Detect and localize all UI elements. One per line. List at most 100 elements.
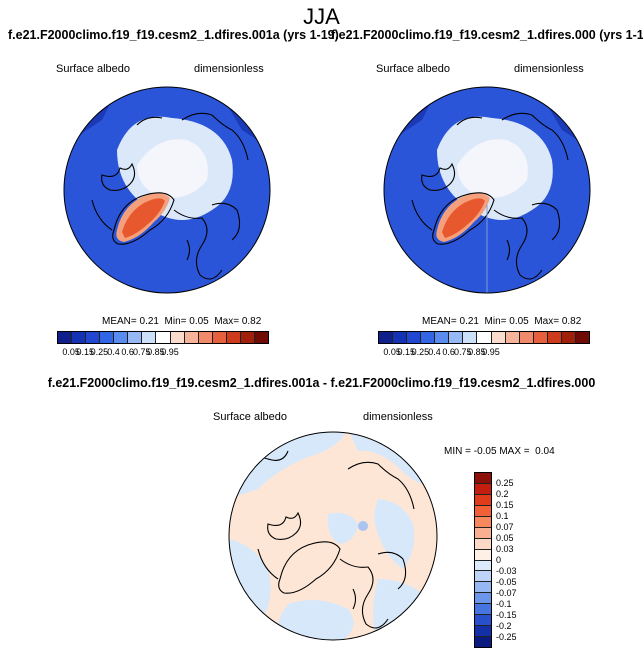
colorbar-diff-tick-label: -0.03	[496, 566, 517, 576]
colorbar-2-swatch	[519, 332, 534, 343]
panel-1-variable: Surface albedo	[56, 63, 130, 75]
colorbar-difference	[474, 472, 492, 648]
diff-variable: Surface albedo	[213, 411, 287, 423]
colorbar-diff-tick-label: -0.07	[496, 588, 517, 598]
colorbar-diff-swatch	[475, 516, 491, 528]
colorbar-diff-swatch	[475, 615, 491, 627]
greenland-ice	[442, 198, 485, 238]
colorbar-diff-swatch	[475, 582, 491, 594]
colorbar-2-swatch	[379, 332, 394, 343]
colorbar-diff-tick-label: 0.2	[496, 489, 509, 499]
colorbar-2-tick-label: 0.95	[482, 347, 500, 357]
colorbar-diff-tick-label: 0.25	[496, 478, 514, 488]
colorbar-diff-tick-label: 0.15	[496, 500, 514, 510]
colorbar-1-tick-label: 0.4	[107, 347, 120, 357]
colorbar-2-swatch	[561, 332, 576, 343]
colorbar-diff-tick-label: -0.2	[496, 621, 512, 631]
colorbar-2-swatch	[477, 332, 492, 343]
colorbar-1-tick-label: 0.6	[121, 347, 134, 357]
season-title: JJA	[303, 4, 340, 29]
colorbar-diff-swatch	[475, 483, 491, 495]
colorbar-diff-swatch	[475, 527, 491, 539]
colorbar-1-swatch	[86, 332, 101, 343]
colorbar-2-swatch	[393, 332, 408, 343]
colorbar-2-tick-label: 0.75	[454, 347, 472, 357]
sea-ice-core	[457, 139, 528, 199]
colorbar-1-tick-label: 0.05	[62, 347, 80, 357]
colorbar-diff-swatch	[475, 604, 491, 616]
colorbar-panel-1	[57, 331, 269, 344]
colorbar-2-tick-label: 0.25	[411, 347, 430, 357]
colorbar-diff-tick-label: 0.1	[496, 511, 509, 521]
colorbar-diff-swatch	[475, 494, 491, 506]
panel-1-stats: MEAN= 0.21 Min= 0.05 Max= 0.82	[102, 316, 262, 327]
colorbar-diff-swatch	[475, 549, 491, 561]
colorbar-diff-swatch	[475, 505, 491, 517]
map-difference	[228, 431, 438, 641]
colorbar-1-swatch	[240, 332, 255, 343]
colorbar-1-swatch	[100, 332, 115, 343]
colorbar-1-swatch	[128, 332, 143, 343]
colorbar-diff-tick-label: 0.05	[496, 533, 514, 543]
colorbar-2-tick-label: 0.15	[397, 347, 416, 357]
difference-title: f.e21.F2000climo.f19_f19.cesm2_1.dfires.…	[47, 376, 596, 390]
colorbar-1-tick-label: 0.75	[133, 347, 151, 357]
colorbar-2-tick-label: 0.6	[442, 347, 455, 357]
diff-stats: MIN = -0.05 MAX = 0.04	[444, 446, 555, 457]
colorbar-diff-tick-label: -0.25	[496, 632, 517, 642]
colorbar-diff-swatch	[475, 593, 491, 605]
colorbar-diff-swatch	[475, 571, 491, 583]
colorbar-diff-tick-label: -0.1	[496, 599, 512, 609]
colorbar-diff-tick-label: 0.03	[496, 544, 514, 554]
colorbar-2-swatch	[533, 332, 548, 343]
colorbar-1-swatch	[72, 332, 87, 343]
colorbar-diff-swatch	[475, 626, 491, 638]
colorbar-diff-swatch	[475, 637, 491, 647]
colorbar-1-swatch	[58, 332, 73, 343]
colorbar-diff-tick-label: -0.15	[496, 610, 517, 620]
colorbar-1-swatch	[142, 332, 157, 343]
colorbar-2-swatch	[435, 332, 450, 343]
colorbar-panel-2-labels: 0.05 0.15 0.25 0.4 0.6 0.75 0.85 0.95	[378, 347, 590, 359]
colorbar-diff-tick-label: -0.05	[496, 577, 517, 587]
colorbar-2-tick-label: 0.85	[468, 347, 486, 357]
colorbar-panel-1-labels: 0.05 0.15 0.25 0.4 0.6 0.75 0.85 0.95	[57, 347, 269, 359]
colorbar-1-swatch	[198, 332, 213, 343]
colorbar-1-swatch	[156, 332, 171, 343]
greenland-ice	[122, 198, 165, 238]
panel-2-units: dimensionless	[514, 63, 584, 75]
colorbar-diff-swatch	[475, 538, 491, 550]
colorbar-diff-swatch	[475, 560, 491, 572]
colorbar-1-swatch	[254, 332, 268, 343]
panel-2-variable: Surface albedo	[376, 63, 450, 75]
colorbar-2-tick-label: 0.4	[428, 347, 441, 357]
diff-units: dimensionless	[363, 411, 433, 423]
colorbar-2-swatch	[575, 332, 589, 343]
colorbar-2-swatch	[547, 332, 562, 343]
colorbar-1-tick-label: 0.85	[147, 347, 165, 357]
colorbar-1-tick-label: 0.25	[90, 347, 109, 357]
colorbar-2-swatch	[421, 332, 436, 343]
colorbar-1-tick-label: 0.95	[161, 347, 179, 357]
colorbar-1-swatch	[170, 332, 185, 343]
colorbar-1-swatch	[184, 332, 199, 343]
colorbar-diff-tick-label: 0.07	[496, 522, 514, 532]
panel-1-title: f.e21.F2000climo.f19_f19.cesm2_1.dfires.…	[8, 28, 339, 42]
colorbar-panel-2	[378, 331, 590, 344]
colorbar-2-swatch	[505, 332, 520, 343]
panel-2-title: f.e21.F2000climo.f19_f19.cesm2_1.dfires.…	[331, 28, 643, 42]
colorbar-2-tick-label: 0.05	[383, 347, 401, 357]
map-panel-1	[63, 86, 271, 294]
colorbar-1-tick-label: 0.15	[76, 347, 95, 357]
colorbar-2-swatch	[463, 332, 478, 343]
map-panel-2	[383, 86, 591, 294]
colorbar-diff-tick-label: 0	[496, 555, 502, 565]
panel-1-units: dimensionless	[194, 63, 264, 75]
sea-ice-core	[137, 139, 208, 199]
colorbar-1-swatch	[212, 332, 227, 343]
colorbar-diff-swatch	[475, 473, 491, 484]
colorbar-difference-labels: 0.25 0.2 0.15 0.1 0.07 0.05 0.03 0 -0.03 -0.05 -0.…	[496, 472, 536, 648]
colorbar-1-swatch	[114, 332, 129, 343]
panel-2-stats: MEAN= 0.21 Min= 0.05 Max= 0.82	[422, 316, 582, 327]
colorbar-2-swatch	[491, 332, 506, 343]
